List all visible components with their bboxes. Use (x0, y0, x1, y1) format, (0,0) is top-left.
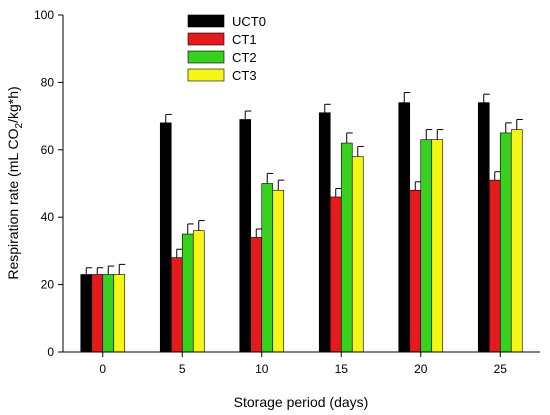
x-tick-label-15: 15 (335, 362, 349, 376)
legend-label-ct1: CT1 (232, 32, 257, 47)
bar-ct1-day-25 (488, 179, 501, 353)
y-axis-title: Respiration rate (mL CO2/kg*h) (5, 86, 25, 279)
x-tick-label-5: 5 (179, 362, 186, 376)
bar-uct0-day-5 (159, 122, 172, 353)
legend-label-ct3: CT3 (232, 68, 257, 83)
bar-ct3-day-10 (272, 189, 285, 353)
bar-ct3-day-5 (192, 230, 205, 353)
bar-ct3-day-0 (113, 274, 126, 353)
y-axis-title-subscript: 2 (14, 122, 25, 128)
bar-uct0-day-15 (318, 112, 331, 353)
bar-ct1-day-10 (250, 237, 263, 353)
bar-ct2-day-15 (340, 142, 353, 353)
bar-uct0-day-20 (398, 102, 411, 353)
bar-uct0-day-0 (80, 274, 93, 353)
legend-swatch-ct1 (187, 32, 225, 46)
axes-layer: 0 20 40 60 80 100 0 5 10 15 20 25 (34, 8, 540, 376)
x-axis-title: Storage period (days) (234, 394, 369, 410)
x-tick-label-0: 0 (99, 362, 106, 376)
bar-ct2-day-5 (181, 233, 194, 353)
y-axis-title-main: Respiration rate (mL CO (5, 128, 21, 279)
legend-label-ct2: CT2 (232, 50, 257, 65)
legend-swatch-ct2 (187, 50, 225, 64)
x-tick-label-10: 10 (255, 362, 269, 376)
bars-layer (80, 92, 523, 353)
bar-ct3-day-25 (510, 129, 523, 353)
bar-uct0-day-25 (477, 102, 490, 353)
bar-ct2-day-10 (261, 183, 274, 353)
bar-ct1-day-15 (329, 196, 342, 353)
bar-uct0-day-10 (239, 119, 252, 353)
legend-label-uct0: UCT0 (232, 14, 266, 29)
y-tick-label-60: 60 (41, 143, 55, 157)
x-tick-label-20: 20 (414, 362, 428, 376)
y-tick-label-100: 100 (34, 8, 54, 22)
y-tick-label-20: 20 (41, 278, 55, 292)
y-tick-label-40: 40 (41, 210, 55, 224)
x-tick-label-25: 25 (494, 362, 508, 376)
y-tick-label-80: 80 (41, 75, 55, 89)
bar-ct2-day-0 (102, 274, 115, 353)
legend: UCT0 CT1 CT2 CT3 (187, 14, 266, 83)
bar-ct1-day-20 (409, 189, 422, 353)
legend-swatch-ct3 (187, 68, 225, 82)
bar-ct1-day-0 (91, 274, 104, 353)
bar-ct1-day-5 (170, 257, 183, 353)
bar-ct2-day-25 (499, 132, 512, 353)
bar-ct3-day-15 (351, 156, 364, 353)
bar-ct2-day-20 (420, 139, 433, 353)
legend-swatch-uct0 (187, 14, 225, 28)
y-tick-label-0: 0 (47, 345, 54, 359)
y-axis-title-tail: /kg*h) (5, 86, 21, 123)
bar-ct3-day-20 (431, 139, 444, 353)
